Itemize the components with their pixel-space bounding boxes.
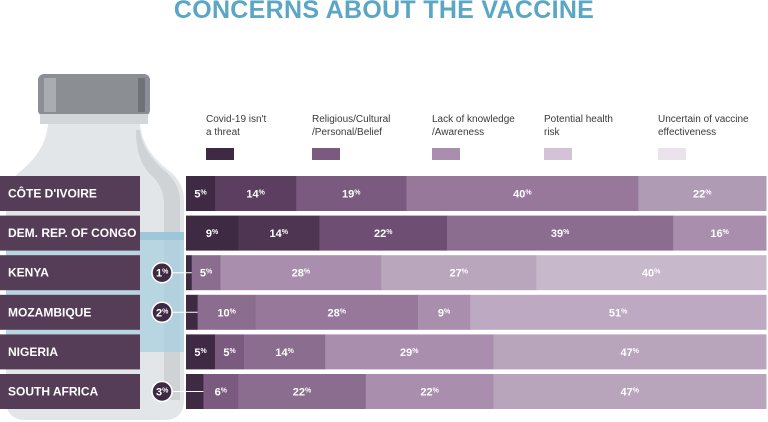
bar-segment: [673, 215, 767, 251]
country-box: [0, 215, 140, 251]
country-box: [0, 374, 140, 409]
country-box: [0, 255, 140, 291]
bar-segment: [638, 176, 767, 211]
bar-segment: [447, 215, 674, 251]
country-label: KENYA: [8, 266, 49, 280]
legend-label: Potential health risk: [544, 114, 613, 138]
bar-segment: [197, 294, 257, 330]
legend-item: Covid-19 isn't a threat: [206, 113, 316, 160]
bar-segment: [536, 255, 767, 291]
bars: 5% 14% 19% 40% 22%9% 14% 22% 39% 16%5% 28% 27% 40%1…: [186, 176, 767, 409]
legend-label: Lack of knowledge /Awareness: [432, 114, 515, 138]
chart-title: CONCERNS ABOUT THE VACCINE: [173, 0, 595, 24]
bar-segment: [215, 176, 297, 211]
bottle-cap: [38, 74, 150, 116]
bar-segment: [191, 255, 221, 291]
country-box: [0, 294, 140, 330]
bar-segment: [406, 176, 639, 211]
legend-swatch: [206, 148, 234, 160]
bar-segment: [244, 334, 326, 370]
bar-segment: [186, 176, 216, 211]
country-label: DEM. REP. OF CONGO: [8, 226, 136, 240]
bar-segment: [493, 374, 767, 409]
bar-segment: [220, 255, 382, 291]
bar-segment: [493, 334, 767, 370]
legend-label: Covid-19 isn't a threat: [206, 114, 267, 138]
country-label: SOUTH AFRICA: [8, 385, 99, 399]
bar-segment: [238, 374, 367, 409]
legend-swatch: [658, 148, 686, 160]
legend-label: Religious/Cultural /Personal/Belief: [312, 114, 391, 138]
legend-item: Religious/Cultural /Personal/Belief: [312, 113, 422, 160]
bar-segment: [470, 294, 767, 330]
bar-segment: [381, 255, 537, 291]
bar-segment: [418, 294, 471, 330]
country-label: CÔTE D'IVOIRE: [8, 186, 97, 201]
legend-item: Lack of knowledge /Awareness: [432, 113, 542, 160]
bar-segment: [203, 374, 239, 409]
bar-segment: [325, 334, 494, 370]
bar-segment: [186, 334, 216, 370]
legend-item: Uncertain of vaccine effectiveness: [658, 113, 768, 160]
bar-segment: [319, 215, 448, 251]
bar-segment: [186, 215, 239, 251]
legend-item: Potential health risk: [544, 113, 654, 160]
legend-swatch: [432, 148, 460, 160]
bar-segment: [255, 294, 419, 330]
bar-segment: [215, 334, 245, 370]
bar-segment: [365, 374, 494, 409]
bar-segment: [296, 176, 407, 211]
legend-label: Uncertain of vaccine effectiveness: [658, 114, 749, 138]
legend-swatch: [544, 148, 572, 160]
country-label: MOZAMBIQUE: [8, 305, 91, 319]
country-label: NIGERIA: [8, 345, 58, 359]
country-box: [0, 334, 140, 370]
bottle-label: [6, 232, 184, 352]
bar-segment: [238, 215, 320, 251]
country-box: [0, 176, 140, 211]
legend-swatch: [312, 148, 340, 160]
